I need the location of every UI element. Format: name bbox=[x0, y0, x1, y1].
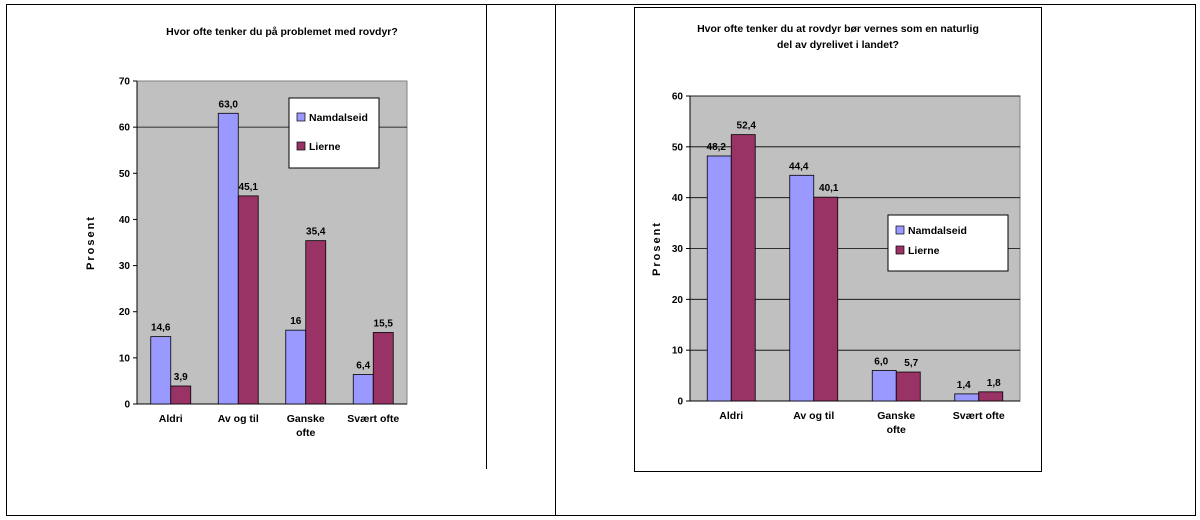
chart2-y-tick-label-4: 40 bbox=[672, 193, 684, 204]
chart2-data-label-namdalseid-1: 44,4 bbox=[789, 161, 809, 172]
chart2-category-label-3-0: Svært ofte bbox=[953, 410, 1005, 422]
chart1-legend-swatch-namdalseid bbox=[296, 112, 306, 122]
chart2-y-tick-label-6: 60 bbox=[672, 92, 684, 103]
chart2-legend-label-namdalseid: Namdalseid bbox=[908, 225, 967, 237]
chart1-y-tick-label-4: 40 bbox=[119, 215, 131, 226]
chart1-bar-lierne-3 bbox=[372, 332, 394, 405]
chart2-y-tick-label-0: 0 bbox=[677, 397, 683, 408]
chart2-title-line-0: Hvor ofte tenker du at rovdyr bør vernes… bbox=[697, 23, 979, 35]
chart2-data-label-namdalseid-0: 48,2 bbox=[707, 142, 727, 153]
chart1-y-tick-label-6: 60 bbox=[119, 123, 131, 134]
chart1-data-label-namdalseid-3: 6,4 bbox=[356, 360, 370, 371]
chart2-data-label-lierne-1: 40,1 bbox=[819, 183, 839, 194]
chart2-category-label-2-0: Ganske bbox=[877, 410, 915, 422]
chart-rovdyr-vern-svg: Hvor ofte tenker du at rovdyr bør vernes… bbox=[651, 23, 1021, 436]
chart1-bar-lierne-0 bbox=[170, 385, 192, 405]
chart2-legend bbox=[887, 214, 1009, 272]
chart1-y-tick-label-2: 20 bbox=[119, 307, 131, 318]
chart1-data-label-namdalseid-2: 16 bbox=[290, 316, 302, 327]
chart-rovdyr-vern: Hvor ofte tenker du at rovdyr bør vernes… bbox=[634, 7, 1042, 472]
chart1-bar-namdalseid-2 bbox=[285, 329, 307, 405]
chart2-y-tick-label-5: 50 bbox=[672, 142, 684, 153]
chart2-legend-label-lierne: Lierne bbox=[908, 245, 940, 257]
chart1-legend bbox=[288, 97, 380, 169]
chart1-bar-namdalseid-0 bbox=[150, 336, 172, 405]
chart2-category-label-1-0: Av og til bbox=[793, 410, 834, 422]
chart2-data-label-lierne-2: 5,7 bbox=[904, 358, 918, 369]
chart2-bar-namdalseid-1 bbox=[789, 174, 815, 402]
chart1-bar-namdalseid-1 bbox=[217, 112, 239, 405]
chart1-title-line-0: Hvor ofte tenker du på problemet med rov… bbox=[166, 26, 398, 38]
chart1-data-label-lierne-0: 3,9 bbox=[174, 372, 188, 383]
chart1-category-label-0-0: Aldri bbox=[159, 413, 183, 425]
chart1-bar-namdalseid-3 bbox=[352, 374, 374, 405]
chart2-bar-lierne-0 bbox=[730, 134, 756, 402]
chart2-title-line-1: del av dyrelivet i landet? bbox=[777, 39, 899, 51]
chart2-bar-lierne-1 bbox=[813, 196, 839, 402]
chart1-category-label-2-0: Ganske bbox=[287, 413, 325, 425]
chart1-bar-lierne-1 bbox=[237, 195, 259, 405]
chart2-category-label-0-0: Aldri bbox=[719, 410, 743, 422]
chart2-data-label-namdalseid-3: 1,4 bbox=[957, 380, 971, 391]
chart2-data-label-lierne-3: 1,8 bbox=[987, 378, 1001, 389]
chart2-legend-swatch-lierne bbox=[895, 245, 905, 255]
chart1-data-label-lierne-3: 15,5 bbox=[374, 318, 394, 329]
chart1-data-label-namdalseid-0: 14,6 bbox=[151, 323, 171, 334]
chart2-y-tick-label-1: 10 bbox=[672, 346, 684, 357]
chart2-legend-swatch-namdalseid bbox=[895, 225, 905, 235]
chart1-data-label-lierne-1: 45,1 bbox=[239, 182, 259, 193]
chart1-legend-label-namdalseid: Namdalseid bbox=[309, 112, 368, 124]
chart1-y-tick-label-5: 50 bbox=[119, 169, 131, 180]
chart1-y-tick-label-0: 0 bbox=[124, 400, 130, 411]
chart1-bar-lierne-2 bbox=[305, 240, 327, 405]
cell-divider bbox=[555, 4, 556, 516]
chart1-category-label-3-0: Svært ofte bbox=[347, 413, 399, 425]
chart2-bar-namdalseid-2 bbox=[871, 370, 897, 402]
chart2-y-axis-label: Prosent bbox=[651, 221, 663, 276]
chart2-bar-namdalseid-0 bbox=[706, 155, 732, 402]
chart1-data-label-lierne-2: 35,4 bbox=[306, 227, 326, 238]
chart1-data-label-namdalseid-1: 63,0 bbox=[219, 99, 239, 110]
chart2-data-label-lierne-0: 52,4 bbox=[737, 121, 757, 132]
chart1-category-label-1-0: Av og til bbox=[218, 413, 259, 425]
chart2-y-tick-label-2: 20 bbox=[672, 295, 684, 306]
chart-rovdyr-problem-svg: Hvor ofte tenker du på problemet med rov… bbox=[85, 26, 408, 439]
chart2-y-tick-label-3: 30 bbox=[672, 244, 684, 255]
chart1-y-tick-label-1: 10 bbox=[119, 353, 131, 364]
chart2-category-label-2-1: ofte bbox=[887, 424, 906, 436]
table-frame bbox=[6, 4, 1196, 516]
chart2-bar-namdalseid-3 bbox=[954, 393, 980, 402]
chart1-y-tick-label-7: 70 bbox=[119, 77, 131, 88]
chart1-y-axis-label: Prosent bbox=[85, 215, 97, 270]
chart1-legend-swatch-lierne bbox=[296, 141, 306, 151]
chart1-legend-label-lierne: Lierne bbox=[309, 141, 341, 153]
chart1-y-tick-label-3: 30 bbox=[119, 261, 131, 272]
chart1-category-label-2-1: ofte bbox=[296, 427, 315, 439]
chart2-bar-lierne-2 bbox=[895, 371, 921, 402]
chart2-bar-lierne-3 bbox=[978, 391, 1004, 402]
chart2-data-label-namdalseid-2: 6,0 bbox=[874, 357, 888, 368]
chart-rovdyr-problem: Hvor ofte tenker du på problemet med rov… bbox=[78, 4, 487, 469]
